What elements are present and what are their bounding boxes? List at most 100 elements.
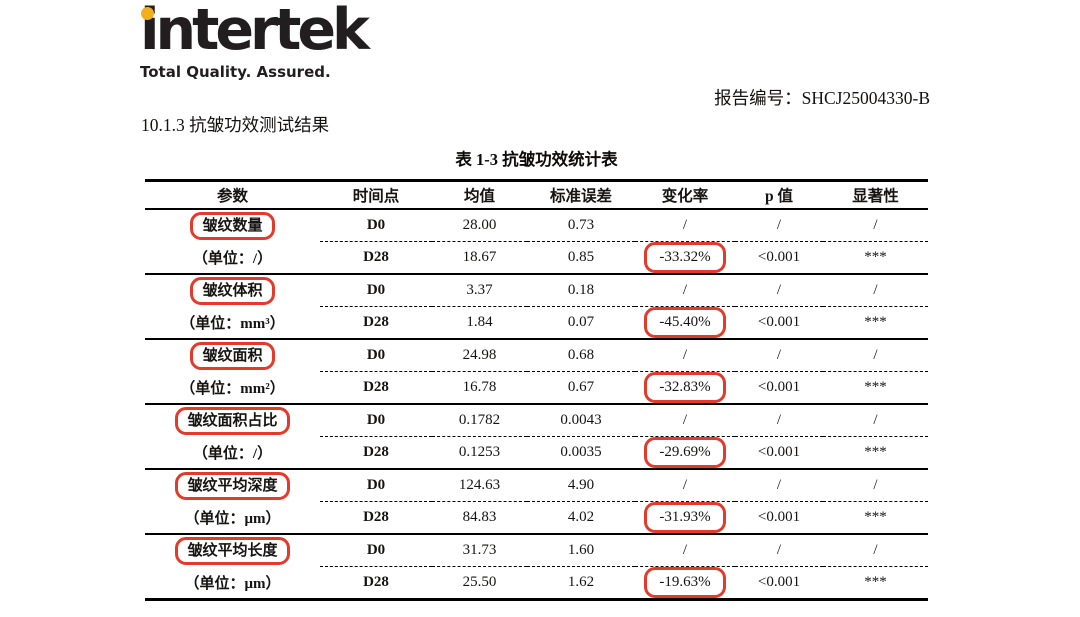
table-row: 皱纹面积 D0 24.98 0.68 / / / [145, 338, 928, 372]
highlight-box: 皱纹体积 [190, 276, 275, 305]
unit-cell: （单位：μm） [184, 510, 281, 527]
mean-cell: 25.50 [432, 566, 527, 600]
intertek-logo: intertek Total Quality. Assured. [140, 0, 370, 82]
col-header-significance: 显著性 [823, 180, 928, 210]
table-row: （单位：mm³） D28 1.84 0.07 -45.40% <0.001 **… [145, 306, 928, 339]
significance-cell: *** [823, 436, 928, 469]
pvalue-cell: / [735, 403, 823, 437]
col-header-se: 标准误差 [527, 180, 635, 210]
param-cell: 皱纹平均长度 [145, 533, 320, 567]
report-number: 报告编号：SHCJ25004330-B [714, 88, 930, 108]
pvalue-cell: / [735, 533, 823, 567]
highlight-box: 皱纹数量 [190, 211, 275, 240]
pvalue-cell: <0.001 [735, 306, 823, 339]
se-cell: 0.73 [567, 217, 595, 233]
highlight-box: 皱纹面积占比 [175, 406, 290, 435]
timepoint-cell: D0 [320, 468, 432, 502]
col-header-timepoint: 时间点 [320, 180, 432, 210]
pvalue-cell: <0.001 [735, 436, 823, 469]
mean-cell: 24.98 [432, 338, 527, 372]
mean-cell: 0.1253 [432, 436, 527, 469]
se-cell: 0.07 [527, 306, 635, 339]
table-row: 皱纹数量 D0 28.00 0.73 / / / [145, 209, 928, 242]
pvalue-cell: <0.001 [735, 566, 823, 600]
change-cell: / [635, 338, 735, 372]
pvalue-cell: / [735, 468, 823, 502]
mean-cell: 16.78 [432, 371, 527, 404]
table-header-row: 参数 时间点 均值 标准误差 变化率 p 值 显著性 [145, 180, 928, 210]
change-cell: / [635, 403, 735, 437]
pvalue-cell: / [735, 273, 823, 307]
timepoint-cell: D28 [320, 566, 432, 600]
mean-cell: 18.67 [432, 241, 527, 274]
pvalue-cell: <0.001 [735, 501, 823, 534]
change-cell: / [635, 468, 735, 502]
change-cell: -19.63% [635, 566, 735, 600]
param-cell: 皱纹数量 [145, 209, 320, 242]
table-row: 皱纹面积占比 D0 0.1782 0.0043 / / / [145, 403, 928, 437]
table-row: 皱纹平均长度 D0 31.73 1.60 / / / [145, 533, 928, 567]
mean-cell: 3.37 [432, 273, 527, 307]
se-cell: 4.90 [527, 468, 635, 502]
change-cell: -31.93% [635, 501, 735, 534]
col-header-mean: 均值 [432, 180, 527, 210]
unit-cell: （单位：mm²） [180, 380, 285, 397]
unit-cell: （单位：μm） [184, 575, 281, 592]
se-cell: 0.68 [527, 338, 635, 372]
param-cell: 皱纹面积占比 [145, 403, 320, 437]
se-cell: 0.18 [527, 273, 635, 307]
significance-cell: *** [823, 371, 928, 404]
logo-wordmark: intertek [140, 0, 370, 63]
timepoint-cell: D0 [320, 273, 432, 307]
highlight-box: -31.93% [644, 502, 726, 533]
mean-cell: 1.84 [432, 306, 527, 339]
se-cell: 1.62 [527, 566, 635, 600]
table-row: （单位：/） D28 18.67 0.85 -33.32% <0.001 *** [145, 241, 928, 274]
se-cell: 0.0035 [527, 436, 635, 469]
se-cell: 1.60 [527, 533, 635, 567]
se-cell: 4.02 [527, 501, 635, 534]
unit-cell: （单位：/） [192, 445, 273, 462]
significance-cell: / [823, 403, 928, 437]
change-cell: -29.69% [635, 436, 735, 469]
highlight-box: 皱纹平均长度 [175, 536, 290, 565]
col-header-change: 变化率 [635, 180, 735, 210]
change-cell: -32.83% [635, 371, 735, 404]
highlight-box: 皱纹面积 [190, 341, 275, 370]
highlight-box: -32.83% [644, 372, 726, 403]
highlight-box: -33.32% [644, 242, 726, 273]
significance-cell: / [823, 468, 928, 502]
timepoint-cell: D0 [320, 403, 432, 437]
param-cell: 皱纹面积 [145, 338, 320, 372]
change-cell: -45.40% [635, 306, 735, 339]
param-cell: 皱纹体积 [145, 273, 320, 307]
significance-cell: / [823, 273, 928, 307]
change-cell: / [635, 533, 735, 567]
highlight-box: -29.69% [644, 437, 726, 468]
timepoint-cell: D28 [320, 436, 432, 469]
timepoint-cell: D28 [320, 306, 432, 339]
change-cell: / [635, 273, 735, 307]
timepoint-cell: D28 [320, 371, 432, 404]
table-row: 皱纹体积 D0 3.37 0.18 / / / [145, 273, 928, 307]
mean-cell: 28.00 [462, 217, 497, 233]
param-cell: 皱纹平均深度 [145, 468, 320, 502]
significance-cell: *** [823, 501, 928, 534]
timepoint-cell: D0 [320, 338, 432, 372]
significance-cell: / [823, 533, 928, 567]
highlight-box: 皱纹平均深度 [175, 471, 290, 500]
change-cell: -33.32% [635, 241, 735, 274]
mean-cell: 124.63 [432, 468, 527, 502]
table-row: （单位：mm²） D28 16.78 0.67 -32.83% <0.001 *… [145, 371, 928, 404]
table-row: 皱纹平均深度 D0 124.63 4.90 / / / [145, 468, 928, 502]
table-caption: 表 1-3 抗皱功效统计表 [455, 150, 618, 169]
significance-cell: / [873, 217, 878, 233]
anti-wrinkle-stats-table: 参数 时间点 均值 标准误差 变化率 p 值 显著性 皱纹数量 D0 28.00… [145, 179, 928, 601]
pvalue-cell: / [776, 217, 782, 233]
col-header-param: 参数 [145, 180, 320, 210]
pvalue-cell: <0.001 [735, 371, 823, 404]
timepoint-cell: D0 [366, 217, 386, 233]
significance-cell: *** [823, 306, 928, 339]
timepoint-cell: D28 [320, 241, 432, 274]
se-cell: 0.85 [527, 241, 635, 274]
